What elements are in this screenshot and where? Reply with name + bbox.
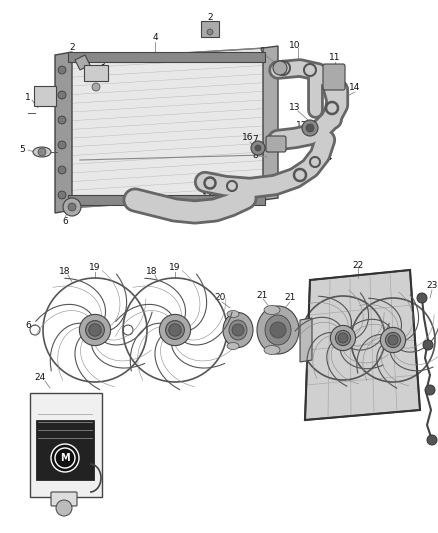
Text: 21: 21 — [256, 290, 268, 300]
Ellipse shape — [223, 312, 253, 348]
Polygon shape — [300, 318, 312, 362]
Text: 20: 20 — [232, 313, 244, 322]
Text: 7: 7 — [252, 135, 258, 144]
Ellipse shape — [257, 306, 299, 354]
Text: 14: 14 — [202, 193, 214, 203]
Circle shape — [427, 435, 437, 445]
FancyBboxPatch shape — [201, 21, 219, 37]
Circle shape — [302, 120, 318, 136]
Bar — [36, 420, 94, 480]
Ellipse shape — [264, 345, 280, 354]
Circle shape — [270, 322, 286, 338]
Circle shape — [58, 191, 66, 199]
Text: 16: 16 — [242, 133, 254, 142]
Ellipse shape — [33, 147, 51, 157]
Circle shape — [92, 83, 100, 91]
Text: 17: 17 — [169, 215, 181, 224]
Circle shape — [207, 29, 213, 35]
Ellipse shape — [227, 343, 239, 350]
Circle shape — [68, 203, 76, 211]
Text: 10: 10 — [289, 41, 301, 50]
Polygon shape — [68, 48, 265, 208]
Text: 22: 22 — [353, 261, 364, 270]
Circle shape — [330, 326, 356, 351]
Bar — [68, 195, 265, 205]
Text: 19: 19 — [89, 263, 101, 272]
Polygon shape — [75, 55, 90, 70]
Text: 18: 18 — [59, 268, 71, 277]
Text: 3: 3 — [99, 61, 105, 69]
Text: 24: 24 — [34, 374, 46, 383]
Circle shape — [251, 141, 265, 155]
Text: 19: 19 — [169, 263, 181, 272]
Circle shape — [306, 124, 314, 132]
Circle shape — [388, 335, 398, 345]
Text: 8: 8 — [252, 150, 258, 159]
Circle shape — [417, 293, 427, 303]
Circle shape — [273, 61, 287, 75]
FancyBboxPatch shape — [30, 393, 102, 497]
Ellipse shape — [227, 311, 239, 318]
Circle shape — [56, 500, 72, 516]
Ellipse shape — [264, 305, 280, 314]
Text: 6: 6 — [25, 320, 31, 329]
Text: 18: 18 — [146, 268, 158, 277]
Circle shape — [255, 145, 261, 151]
Circle shape — [380, 327, 406, 353]
Circle shape — [385, 333, 401, 348]
Text: 20: 20 — [214, 294, 226, 303]
Bar — [68, 52, 265, 62]
FancyBboxPatch shape — [34, 86, 56, 106]
Text: 6: 6 — [62, 217, 68, 227]
Text: 11: 11 — [329, 53, 341, 62]
FancyBboxPatch shape — [266, 136, 286, 152]
Circle shape — [63, 198, 81, 216]
Circle shape — [169, 324, 181, 336]
Circle shape — [79, 314, 111, 345]
Text: 14: 14 — [350, 84, 360, 93]
Circle shape — [51, 444, 79, 472]
Polygon shape — [263, 46, 278, 200]
Text: 2: 2 — [207, 13, 213, 22]
Circle shape — [38, 148, 46, 156]
Text: M: M — [60, 453, 70, 463]
Text: 5: 5 — [19, 146, 25, 155]
Circle shape — [58, 116, 66, 124]
Circle shape — [58, 66, 66, 74]
Ellipse shape — [229, 320, 247, 340]
Circle shape — [425, 385, 435, 395]
Text: 12: 12 — [297, 120, 307, 130]
Circle shape — [89, 324, 101, 336]
Text: 23: 23 — [426, 280, 438, 289]
Circle shape — [166, 321, 184, 340]
Polygon shape — [55, 52, 72, 213]
Text: 15: 15 — [324, 141, 336, 149]
Circle shape — [336, 330, 350, 345]
Ellipse shape — [265, 315, 291, 345]
Text: 15: 15 — [222, 196, 234, 205]
Circle shape — [58, 166, 66, 174]
FancyBboxPatch shape — [84, 65, 108, 81]
Text: 4: 4 — [152, 34, 158, 43]
Circle shape — [58, 91, 66, 99]
Circle shape — [159, 314, 191, 345]
FancyBboxPatch shape — [323, 64, 345, 90]
Text: 9: 9 — [259, 47, 265, 56]
Text: 21: 21 — [284, 294, 296, 303]
Circle shape — [58, 141, 66, 149]
Text: 1: 1 — [25, 93, 31, 101]
Polygon shape — [305, 270, 420, 420]
Text: 14: 14 — [322, 154, 334, 163]
Circle shape — [86, 321, 104, 340]
Circle shape — [338, 333, 348, 343]
Circle shape — [232, 324, 244, 336]
Text: 2: 2 — [69, 44, 75, 52]
Circle shape — [423, 340, 433, 350]
FancyBboxPatch shape — [51, 492, 77, 506]
Text: 13: 13 — [289, 103, 301, 112]
